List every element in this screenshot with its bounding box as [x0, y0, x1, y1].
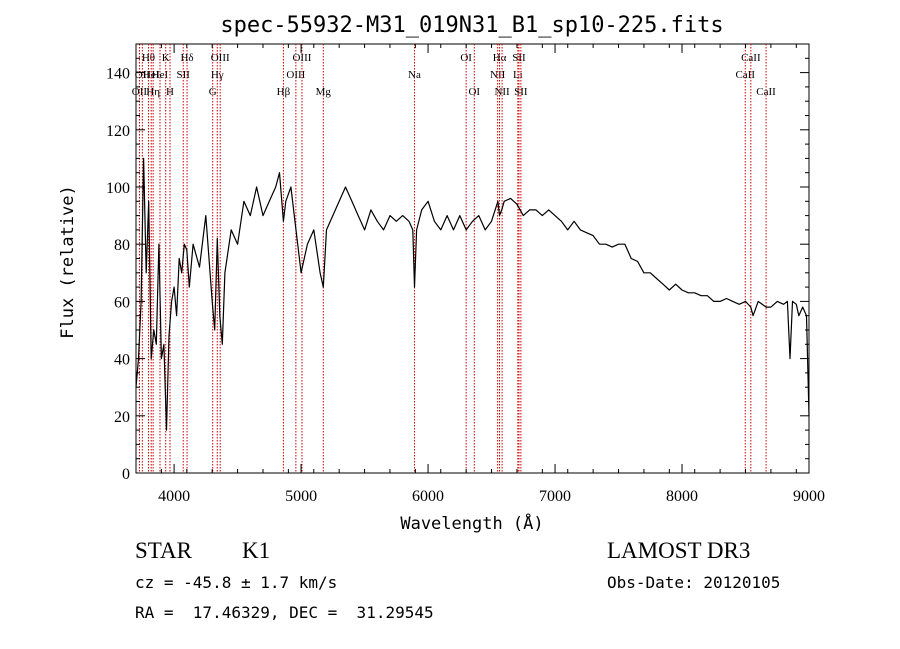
- class-label: STAR: [135, 538, 192, 563]
- spectral-line-label: SII: [177, 69, 191, 81]
- spectral-line-label: HeI: [143, 69, 160, 81]
- spectral-line-label: OI: [468, 86, 480, 98]
- spectral-line-label: OIII: [211, 52, 230, 64]
- y-tick-label: 60: [114, 294, 130, 311]
- spectral-line-label: SII: [512, 52, 526, 64]
- x-tick-label: 7000: [539, 488, 571, 505]
- y-tick-label: 80: [114, 237, 130, 254]
- x-tick-label: 9000: [793, 488, 825, 505]
- x-tick-label: 5000: [285, 488, 317, 505]
- spectral-line-label: Mg: [316, 86, 332, 98]
- spectral-line-label: Na: [408, 69, 421, 81]
- spectral-line-label: Hβ: [277, 86, 291, 98]
- spectral-lines-layer: OIIOIIHθHeIHηHeIKHSIIHδGHγOIIIHβOIIIOIII…: [132, 44, 776, 473]
- spectral-line-label: HeI: [152, 69, 169, 81]
- subclass-label: K1: [242, 538, 271, 563]
- spectral-line-label: OII: [135, 69, 151, 81]
- spectral-line-label: H: [166, 86, 174, 98]
- flux-series-line: [135, 157, 810, 431]
- spectral-line-label: CaII: [735, 69, 755, 81]
- series-layer: [135, 157, 810, 431]
- spectral-line-label: CaII: [741, 52, 761, 64]
- survey-label: LAMOST DR3: [607, 538, 751, 563]
- spectral-line-label: OII: [132, 86, 148, 98]
- spectral-line-label: K: [162, 52, 170, 64]
- spectral-line-label: SII: [514, 86, 528, 98]
- y-tick-label: 0: [122, 466, 130, 483]
- spectral-line-label: OIII: [292, 52, 311, 64]
- spectral-line-label: G: [209, 86, 217, 98]
- obs-date: Obs-Date: 20120105: [607, 573, 781, 592]
- spectral-line-label: Hη: [146, 86, 160, 98]
- x-tick-label: 6000: [412, 488, 444, 505]
- y-tick-label: 40: [114, 352, 130, 369]
- spectral-line-label: NII: [494, 86, 510, 98]
- y-tick-label: 120: [106, 123, 130, 140]
- spectral-line-label: Hγ: [211, 69, 224, 81]
- y-tick-label: 20: [114, 409, 130, 426]
- chart-title: spec-55932-M31_019N31_B1_sp10-225.fits: [220, 13, 723, 38]
- y-axis-label: Flux (relative): [58, 185, 78, 339]
- y-tick-label: 140: [106, 66, 130, 83]
- plot-frame: [135, 43, 810, 474]
- x-tick-label: 4000: [158, 488, 190, 505]
- coordinates: RA = 17.46329, DEC = 31.29545: [135, 603, 434, 622]
- spectral-line-label: Li: [513, 69, 523, 81]
- x-tick-label: 8000: [666, 488, 698, 505]
- spectral-line-label: OIII: [286, 69, 305, 81]
- spectral-line-label: Hα: [493, 52, 507, 64]
- spectral-line-label: Hθ: [142, 52, 155, 64]
- x-axis-label: Wavelength (Å): [400, 512, 543, 534]
- spectral-line-label: NII: [490, 69, 506, 81]
- spectral-line-label: OI: [460, 52, 472, 64]
- x-axis: 4000 5000 6000 7000 8000 9000: [135, 44, 825, 505]
- redshift-cz: cz = -45.8 ± 1.7 km/s: [135, 573, 338, 592]
- y-axis: 0 20 40 60 80 100 120 140: [106, 43, 809, 483]
- y-tick-label: 100: [106, 180, 130, 197]
- spectral-line-label: Hδ: [180, 52, 193, 64]
- spectral-line-label: CaII: [756, 86, 776, 98]
